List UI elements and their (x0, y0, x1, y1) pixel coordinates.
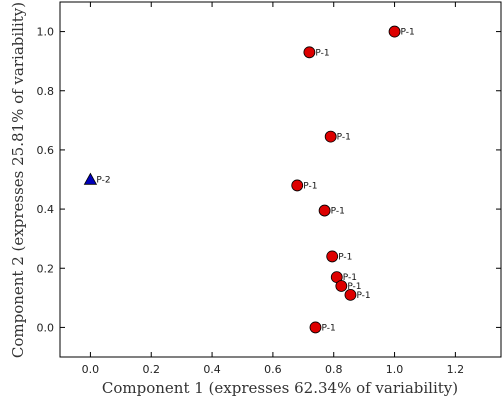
data-point-triangle (83, 172, 98, 185)
x-tick-label: 1.0 (386, 363, 404, 376)
point-label: P-1 (338, 252, 352, 262)
y-tick-label: 0.2 (37, 262, 55, 275)
data-point-circle (326, 250, 339, 263)
point-label: P-1 (347, 282, 361, 292)
y-tick-label: 0.6 (37, 144, 55, 157)
point-label: P-1 (337, 133, 351, 143)
x-tick-label: 0.0 (82, 363, 100, 376)
point-label: P-1 (401, 28, 415, 38)
x-tick-label: 0.4 (203, 363, 221, 376)
ticks-layer: 0.0 0.2 0.4 0.6 0.8 1.0 1.2 0.0 0.2 0.4 0.6 0.8 1.0 (37, 2, 501, 376)
point-label: P-1 (315, 48, 329, 58)
point-label: P-1 (356, 291, 370, 301)
point-label: P-1 (331, 207, 345, 217)
data-point-circle (335, 280, 348, 292)
point-label: P-2 (96, 176, 110, 186)
x-axis-title: Component 1 (expresses 62.34% of variabi… (102, 379, 458, 397)
point-label: P-1 (303, 181, 317, 191)
y-tick-label: 0.4 (37, 203, 55, 216)
x-tick-label: 0.8 (325, 363, 343, 376)
plot-frame (59, 1, 502, 358)
data-point-circle (324, 130, 337, 143)
data-point-circle (309, 321, 322, 334)
y-tick-label: 0.0 (37, 321, 55, 334)
data-point-circle (388, 25, 401, 38)
y-tick-label: 1.0 (37, 26, 55, 39)
y-axis-title: Component 2 (expresses 25.81% of variabi… (9, 2, 27, 358)
data-point-circle (344, 288, 357, 301)
point-label: P-1 (321, 323, 335, 333)
data-point-circle (291, 179, 304, 192)
points-layer: P-1P-1P-1P-1P-1P-1P-1P-1P-1P-1P-2 (83, 25, 415, 334)
y-tick-label: 0.8 (37, 85, 55, 98)
x-tick-label: 0.6 (264, 363, 282, 376)
x-tick-label: 0.2 (142, 363, 160, 376)
data-point-circle (303, 46, 316, 59)
data-point-circle (318, 204, 331, 217)
x-tick-label: 1.2 (447, 363, 465, 376)
point-label: P-1 (343, 273, 357, 283)
